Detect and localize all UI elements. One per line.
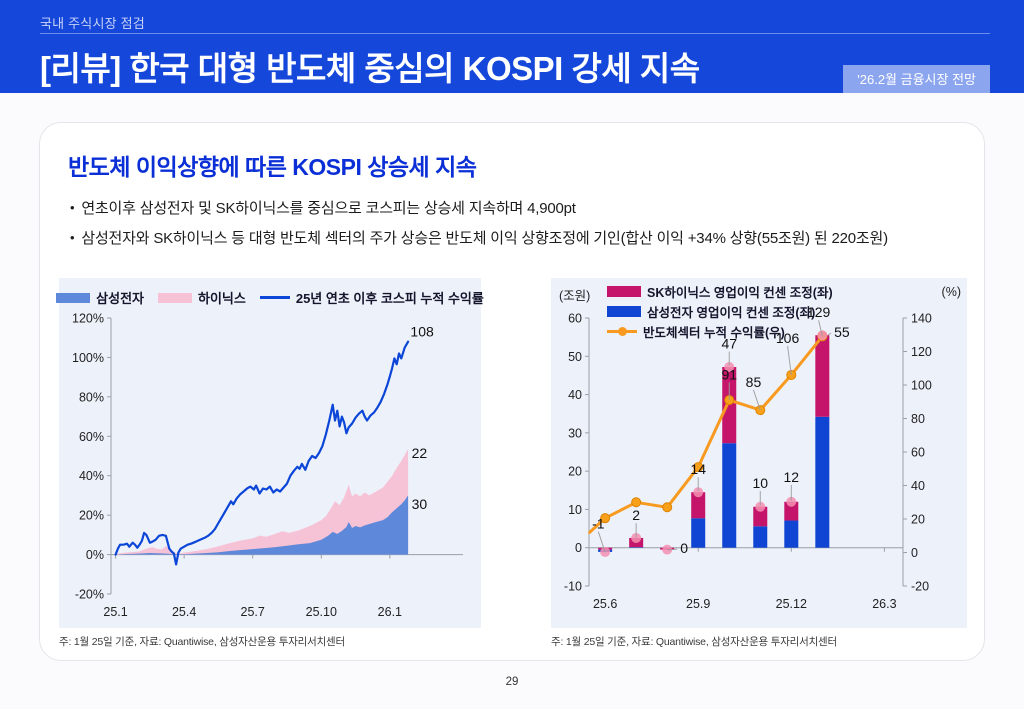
svg-text:26.3: 26.3 [872, 597, 896, 611]
line-legend-swatch [259, 296, 290, 299]
left-chart-legend: 삼성전자 하이닉스 25년 연초 이후 코스피 누적 수익률 [56, 278, 484, 308]
svg-text:106: 106 [776, 330, 800, 346]
charts-row: 삼성전자 하이닉스 25년 연초 이후 코스피 누적 수익률 120% 100% 80%… [56, 278, 984, 628]
page-number: 29 [505, 676, 519, 688]
svg-text:-20%: -20% [75, 588, 104, 602]
svg-text:10: 10 [568, 503, 582, 517]
svg-text:25.12: 25.12 [776, 597, 807, 611]
svg-text:-10: -10 [564, 580, 582, 594]
edition-badge: '26.2월 금융시장 전망 [843, 65, 990, 93]
kospi-contribution-chart-panel: 삼성전자 하이닉스 25년 연초 이후 코스피 누적 수익률 120% 100% 80%… [56, 278, 484, 628]
bullet-list: 연초이후 삼성전자 및 SK하이닉스를 중심으로 코스피는 상승세 지속하며 4… [70, 197, 984, 248]
right-axis-unit-label: (%) [941, 285, 961, 299]
bullet-item: 연초이후 삼성전자 및 SK하이닉스를 중심으로 코스피는 상승세 지속하며 4… [70, 197, 984, 218]
svg-text:25.6: 25.6 [593, 597, 617, 611]
svg-text:60: 60 [568, 312, 582, 326]
svg-text:2: 2 [632, 507, 640, 523]
chart-notes: 주: 1월 25일 기준, 자료: Quantiwise, 삼성자산운용 투자리… [59, 634, 984, 649]
svg-text:100%: 100% [72, 351, 104, 365]
svg-text:55: 55 [834, 324, 850, 340]
svg-text:60%: 60% [79, 430, 104, 444]
slide-page: 국내 주식시장 점검 [리뷰] 한국 대형 반도체 중심의 KOSPI 강세 지… [0, 0, 1024, 688]
svg-text:22: 22 [412, 445, 428, 461]
left-chart-svg: 120% 100% 80% 60% 40% 20% 0% -20% 25.1 25.4 25.7 25… [72, 312, 463, 619]
svg-text:26.1: 26.1 [378, 605, 402, 619]
svg-text:80%: 80% [79, 390, 104, 404]
svg-text:25.1: 25.1 [103, 605, 127, 619]
svg-text:129: 129 [807, 304, 831, 320]
right-chart-svg: 6050403020100-10140120100806040200-2025.… [564, 304, 932, 611]
svg-text:91: 91 [721, 366, 737, 382]
svg-text:25.10: 25.10 [306, 605, 337, 619]
svg-text:0: 0 [575, 541, 582, 555]
svg-text:47: 47 [721, 336, 737, 352]
svg-text:-1: -1 [592, 516, 605, 532]
svg-text:108: 108 [410, 324, 434, 340]
area-legend-swatch [158, 292, 192, 303]
svg-text:14: 14 [690, 461, 706, 477]
svg-text:30: 30 [412, 496, 428, 512]
svg-text:60: 60 [911, 446, 925, 460]
legend-item: 삼성전자 [56, 288, 144, 307]
content-card: 반도체 이익상향에 따른 KOSPI 상승세 지속 연초이후 삼성전자 및 SK… [39, 122, 985, 661]
earnings-consensus-chart-panel: (조원) (%) 60 50 40 30 20 10 0 -10 140 120 100 80 60 40… [551, 278, 967, 628]
svg-text:100: 100 [911, 379, 932, 393]
svg-text:120%: 120% [72, 312, 104, 326]
svg-text:25.7: 25.7 [241, 605, 265, 619]
svg-text:40: 40 [568, 388, 582, 402]
svg-text:40%: 40% [79, 469, 104, 483]
section-heading: 반도체 이익상향에 따른 KOSPI 상승세 지속 [68, 154, 477, 180]
svg-text:25.9: 25.9 [686, 597, 710, 611]
svg-text:0%: 0% [86, 548, 104, 562]
svg-text:120: 120 [911, 345, 932, 359]
left-chart-note: 주: 1월 25일 기준, 자료: Quantiwise, 삼성자산운용 투자리… [59, 636, 345, 648]
svg-text:80: 80 [911, 412, 925, 426]
slide-title: [리뷰] 한국 대형 반도체 중심의 KOSPI 강세 지속 [40, 50, 700, 87]
svg-text:20: 20 [911, 513, 925, 527]
area-legend-swatch [56, 292, 91, 303]
legend-item: 하이닉스 [158, 288, 246, 307]
slide-header: 국내 주식시장 점검 [리뷰] 한국 대형 반도체 중심의 KOSPI 강세 지… [0, 0, 1024, 93]
right-chart-note: 주: 1월 25일 기준, 자료: Quantiwise, 삼성자산운용 투자리… [551, 636, 837, 648]
svg-text:25.4: 25.4 [172, 605, 196, 619]
svg-text:10: 10 [752, 475, 768, 491]
legend-label: 25년 연초 이후 코스피 누적 수익률 [295, 291, 484, 306]
header-divider [40, 33, 990, 34]
left-axis-unit-label: (조원) [559, 289, 591, 303]
bullet-item: 삼성전자와 SK하이닉스 등 대형 반도체 섹터의 주가 상승은 반도체 이익 … [70, 227, 984, 248]
legend-label: 삼성전자 [96, 291, 144, 306]
svg-text:20%: 20% [79, 509, 104, 523]
svg-text:40: 40 [911, 479, 925, 493]
legend-label: 하이닉스 [198, 291, 246, 306]
header-kicker: 국내 주식시장 점검 [40, 16, 145, 31]
svg-text:30: 30 [568, 426, 582, 440]
svg-text:20: 20 [568, 465, 582, 479]
svg-text:85: 85 [746, 374, 762, 390]
svg-text:12: 12 [784, 469, 800, 485]
svg-text:0: 0 [680, 540, 688, 556]
svg-text:0: 0 [911, 546, 918, 560]
svg-text:-20: -20 [911, 580, 929, 594]
svg-text:140: 140 [911, 312, 932, 326]
legend-item: 25년 연초 이후 코스피 누적 수익률 [259, 288, 484, 307]
svg-text:50: 50 [568, 350, 582, 364]
